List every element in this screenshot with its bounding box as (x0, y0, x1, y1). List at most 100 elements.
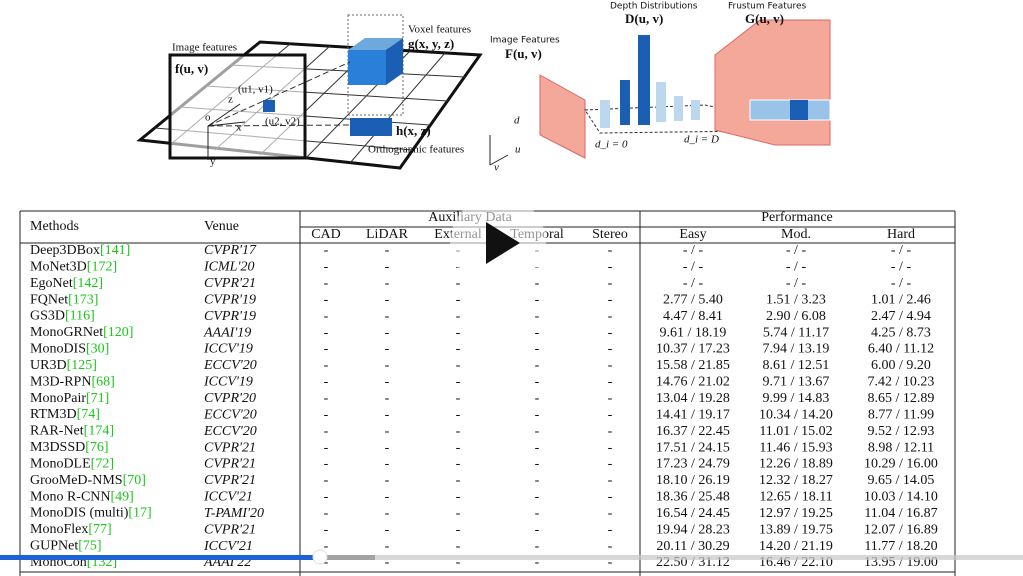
subheader: Mod. (781, 227, 811, 242)
perf-cell: - / - (683, 243, 704, 258)
perf-cell: 19.94 / 28.23 (656, 522, 730, 537)
perf-cell: 14.20 / 21.19 (759, 539, 833, 554)
venue-cell: CVPR'21 (204, 276, 256, 291)
label: v (494, 162, 499, 174)
reference: [30] (86, 342, 109, 357)
aux-cell: - (608, 260, 613, 275)
aux-cell: - (385, 309, 390, 324)
method-cell: Mono R-CNN[49] (30, 490, 134, 505)
reference: [17] (128, 506, 151, 521)
method-cell: Deep3DBox[141] (30, 243, 130, 258)
aux-cell: - (608, 375, 613, 390)
label: (u1, v1) (238, 84, 273, 96)
label: Orthographic features (368, 144, 464, 156)
aux-cell: - (456, 555, 461, 570)
aux-cell: - (608, 555, 613, 570)
aux-cell: - (456, 276, 461, 291)
venue-cell: CVPR'19 (204, 309, 256, 324)
reference: [173] (68, 292, 98, 307)
aux-cell: - (324, 490, 329, 505)
method-cell: MonoDIS (multi)[17] (30, 506, 152, 521)
subheader: Hard (887, 227, 915, 242)
aux-cell: - (385, 424, 390, 439)
aux-cell: - (535, 309, 540, 324)
ray (207, 124, 351, 127)
aux-cell: - (456, 424, 461, 439)
perf-cell: 11.01 / 15.02 (759, 424, 832, 439)
image-plane (168, 53, 307, 160)
perf-cell: 11.77 / 18.20 (864, 539, 937, 554)
subheader: Easy (679, 227, 706, 242)
perf-cell: 6.00 / 9.20 (871, 358, 931, 373)
aux-cell: - (608, 276, 613, 291)
perf-cell: 17.23 / 24.79 (656, 457, 730, 472)
perf-cell: 14.76 / 21.02 (656, 375, 730, 390)
aux-cell: - (324, 522, 329, 537)
aux-cell: - (324, 424, 329, 439)
label: Image Features (490, 36, 560, 46)
aux-cell: - (456, 292, 461, 307)
reference: [142] (73, 276, 103, 291)
label: Image features (172, 42, 237, 54)
depth-bars (600, 35, 700, 128)
aux-cell: - (385, 522, 390, 537)
figure-right: Depth Distributions D(u, v) Frustum Feat… (489, 2, 831, 174)
axis-z (207, 103, 241, 127)
progress-bar[interactable] (0, 549, 1023, 565)
label: Voxel features (408, 24, 471, 36)
aux-cell: - (608, 309, 613, 324)
aux-cell: - (456, 309, 461, 324)
venue-cell: CVPR'17 (204, 243, 257, 258)
perf-cell: 10.34 / 14.20 (759, 407, 833, 422)
header: Methods (30, 219, 79, 234)
aux-cell: - (324, 391, 329, 406)
aux-cell: - (385, 276, 390, 291)
label: (u2, v2) (265, 116, 300, 128)
perf-cell: 6.40 / 11.12 (868, 342, 934, 357)
label: Depth Distributions (610, 2, 698, 12)
perf-cell: 13.89 / 19.75 (759, 522, 833, 537)
perf-cell: - / - (683, 276, 704, 291)
reference: [77] (88, 522, 111, 537)
perf-cell: 20.11 / 30.29 (656, 539, 729, 554)
perf-cell: 12.07 / 16.89 (864, 522, 938, 537)
perf-cell: 8.98 / 12.11 (868, 440, 934, 455)
method-cell: MonoDLE[72] (30, 457, 114, 472)
perf-cell: 1.01 / 2.46 (871, 292, 931, 307)
aux-cell: - (535, 555, 540, 570)
aux-cell: - (385, 292, 390, 307)
perf-cell: 9.52 / 12.93 (868, 424, 935, 439)
aux-cell: - (456, 539, 461, 554)
aux-cell: - (324, 342, 329, 357)
method-cell: RTM3D[74] (30, 407, 100, 422)
aux-cell: - (456, 358, 461, 373)
method-name: FQNet (30, 292, 68, 307)
method-cell: MonoDIS[30] (30, 342, 109, 357)
aux-cell: - (456, 325, 461, 340)
aux-cell: - (456, 440, 461, 455)
frustum-cell (790, 100, 808, 120)
aux-cell: - (535, 375, 540, 390)
aux-cell: - (456, 391, 461, 406)
reference: [70] (123, 473, 146, 488)
perf-cell: 2.47 / 4.94 (871, 309, 931, 324)
aux-cell: - (535, 276, 540, 291)
aux-cell: - (535, 506, 540, 521)
aux-cell: - (608, 539, 613, 554)
image-plane (539, 74, 586, 159)
method-cell: M3D-RPN[68] (30, 375, 115, 390)
reference: [116] (65, 309, 95, 324)
venue-cell: ECCV'20 (203, 424, 257, 439)
aux-cell: - (324, 243, 329, 258)
reference: [174] (84, 424, 114, 439)
aux-cell: - (385, 243, 390, 258)
reference: [49] (111, 490, 134, 505)
perf-cell: - / - (786, 276, 807, 291)
play-button[interactable] (450, 195, 546, 291)
label: y (210, 156, 216, 168)
aux-cell: - (324, 506, 329, 521)
perf-cell: 17.51 / 24.15 (656, 440, 730, 455)
venue-cell: ICCV'21 (203, 539, 253, 554)
method-cell: MonoGRNet[120] (30, 325, 133, 340)
